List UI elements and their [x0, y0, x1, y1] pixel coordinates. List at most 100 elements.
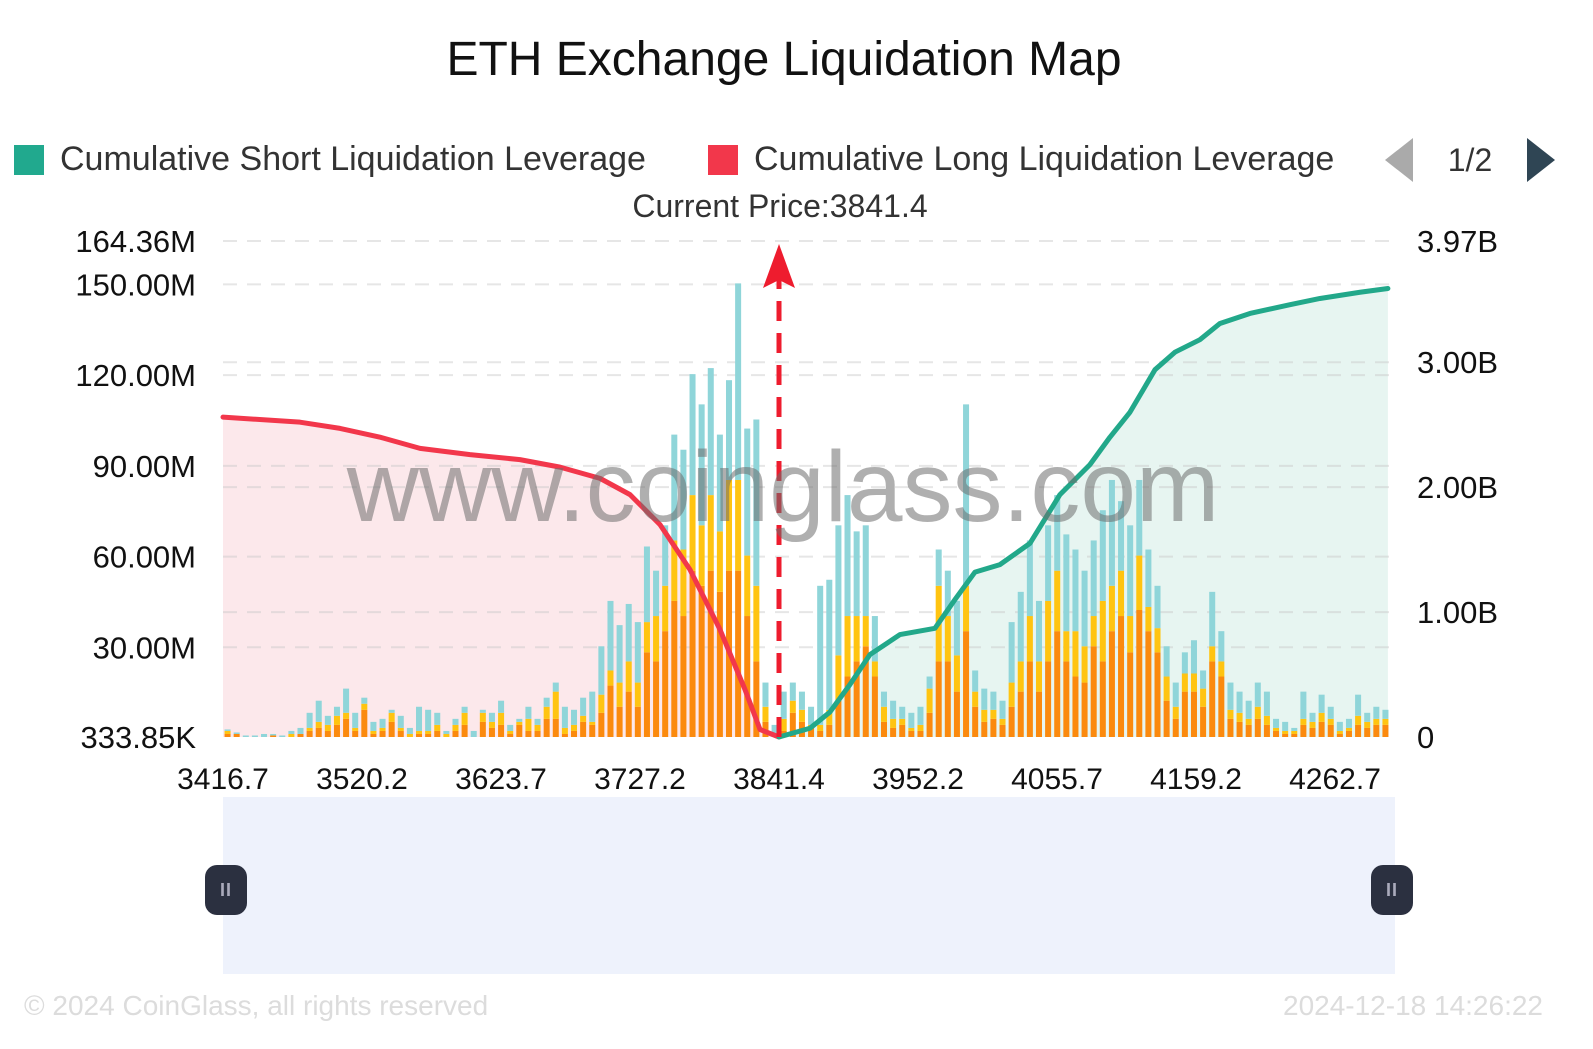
x-axis-tick-label: 4262.7: [1289, 763, 1381, 796]
bar-segment-cyan: [279, 735, 286, 737]
bar-segment-cyan: [817, 585, 824, 725]
bar-segment-yellow: [1154, 628, 1161, 653]
bar-segment-cyan: [953, 600, 960, 656]
bar-segment-cyan: [771, 724, 778, 737]
bar-segment-cyan: [990, 691, 997, 710]
bar-segment-yellow: [516, 721, 523, 725]
bar-segment-orange: [224, 733, 231, 737]
zoom-handle-left[interactable]: II: [205, 865, 247, 915]
left-axis-tick-label: 120.00M: [75, 358, 196, 393]
bar-segment-yellow: [817, 724, 824, 731]
bar-segment-orange: [434, 730, 441, 737]
bar-segment-orange: [844, 676, 851, 737]
bar-segment-yellow: [552, 691, 559, 719]
bar-segment-yellow: [1318, 712, 1325, 722]
bar-segment-yellow: [1382, 718, 1389, 725]
left-axis-tick-label: 150.00M: [75, 267, 196, 302]
bar-segment-yellow: [580, 715, 587, 722]
bar-segment-orange: [1145, 631, 1152, 737]
bar-segment-cyan: [1045, 525, 1052, 601]
bar-segment-yellow: [452, 724, 459, 731]
bar-segment-orange: [944, 661, 951, 737]
bar-segment-yellow: [361, 703, 368, 710]
bar-segment-cyan: [698, 404, 705, 526]
bar-segment-cyan: [1054, 495, 1061, 571]
bar-segment-yellow: [1063, 631, 1070, 662]
bar-segment-yellow: [1181, 673, 1188, 692]
bar-segment-orange: [507, 733, 514, 737]
bar-segment-cyan: [379, 718, 386, 728]
bar-segment-cyan: [707, 368, 714, 496]
bar-segment-cyan: [1118, 501, 1125, 571]
bar-segment-orange: [571, 730, 578, 737]
legend-item-long[interactable]: Cumulative Long Liquidation Leverage: [708, 140, 1348, 179]
x-axis-tick-label: 3416.7: [177, 763, 269, 796]
bar-segment-yellow: [1263, 715, 1270, 725]
legend-prev-icon[interactable]: [1385, 138, 1413, 182]
bar-segment-yellow: [926, 688, 933, 713]
right-axis-tick-label: 2.00B: [1417, 470, 1498, 505]
bar-segment-yellow: [343, 712, 350, 719]
bar-segment-orange: [990, 718, 997, 737]
bar-segment-cyan: [1282, 721, 1289, 731]
bar-segment-orange: [1172, 718, 1179, 737]
bar-segment-yellow: [735, 479, 742, 571]
bar-segment-yellow: [653, 616, 660, 662]
bar-segment-cyan: [1072, 549, 1079, 632]
bar-segment-orange: [1072, 676, 1079, 737]
zoom-slider-track[interactable]: [223, 797, 1395, 974]
bar-segment-orange: [297, 733, 304, 737]
bar-segment-cyan: [470, 730, 477, 737]
bar-segment-yellow: [1118, 570, 1125, 617]
bar-segment-cyan: [1300, 691, 1307, 719]
bar-segment-yellow: [826, 709, 833, 725]
bar-segment-yellow: [324, 724, 331, 731]
legend-next-icon[interactable]: [1527, 138, 1555, 182]
bar-segment-cyan: [753, 419, 760, 586]
bar-segment-cyan: [1309, 712, 1316, 722]
bar-segment-orange: [1345, 730, 1352, 737]
bar-segment-orange: [899, 724, 906, 737]
bar-segment-cyan: [488, 712, 495, 722]
bar-segment-cyan: [534, 718, 541, 725]
bar-segment-cyan: [352, 712, 359, 728]
zoom-handle-right[interactable]: II: [1371, 865, 1413, 915]
right-axis-tick-label: 3.97B: [1417, 224, 1498, 259]
bar-segment-yellow: [525, 718, 532, 731]
bar-segment-cyan: [908, 712, 915, 728]
bar-segment-yellow: [443, 733, 450, 737]
bar-segment-cyan: [333, 706, 340, 716]
bar-segment-cyan: [507, 724, 514, 731]
bar-segment-cyan: [1227, 682, 1234, 710]
bar-segment-yellow: [643, 622, 650, 653]
bar-segment-yellow: [862, 616, 869, 647]
bar-segment-cyan: [1200, 670, 1207, 689]
bar-segment-yellow: [1291, 730, 1298, 734]
bar-segment-yellow: [753, 585, 760, 662]
bar-segment-cyan: [634, 622, 641, 683]
bar-segment-yellow: [461, 712, 468, 725]
bar-segment-orange: [917, 730, 924, 737]
bar-segment-orange: [233, 733, 240, 737]
bar-segment-orange: [853, 661, 860, 737]
bar-segment-yellow: [899, 718, 906, 725]
bar-segment-orange: [1118, 616, 1125, 737]
bar-segment-yellow: [963, 585, 970, 632]
bar-segment-orange: [1127, 652, 1134, 737]
bar-segment-orange: [862, 646, 869, 737]
bar-segment-cyan: [388, 709, 395, 713]
legend-item-short[interactable]: Cumulative Short Liquidation Leverage: [14, 140, 646, 179]
bar-segment-orange: [1190, 691, 1197, 737]
bar-segment-yellow: [835, 655, 842, 701]
bar-segment-orange: [1136, 609, 1143, 737]
bar-segment-orange: [607, 685, 614, 737]
bar-segment-orange: [416, 733, 423, 737]
left-axis-tick-label: 30.00M: [93, 630, 196, 665]
bar-segment-cyan: [343, 688, 350, 713]
bar-segment-yellow: [789, 700, 796, 713]
bar-segment-cyan: [853, 531, 860, 617]
bar-segment-cyan: [324, 715, 331, 725]
bar-segment-cyan: [224, 729, 231, 731]
footer-copyright: © 2024 CoinGlass, all rights reserved: [24, 990, 489, 1021]
bar-segment-orange: [1108, 631, 1115, 737]
